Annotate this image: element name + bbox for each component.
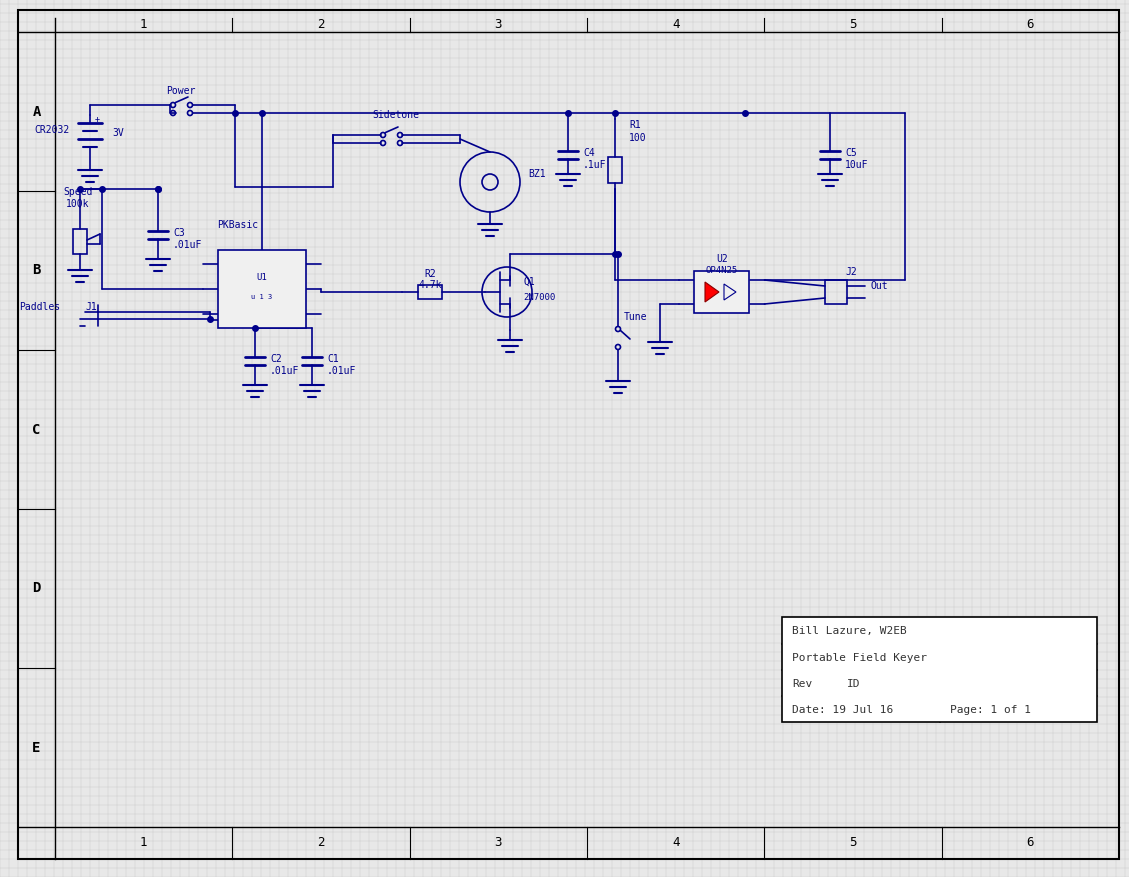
Polygon shape bbox=[704, 282, 719, 302]
Text: J1: J1 bbox=[85, 302, 97, 312]
Text: C4: C4 bbox=[583, 148, 595, 158]
Text: U2: U2 bbox=[716, 254, 728, 264]
Text: .01uF: .01uF bbox=[327, 366, 357, 376]
Text: Rev: Rev bbox=[793, 679, 812, 689]
Text: .01uF: .01uF bbox=[270, 366, 299, 376]
Bar bbox=[782, 617, 1097, 722]
Text: 10uF: 10uF bbox=[844, 160, 868, 170]
Text: CR2032: CR2032 bbox=[34, 125, 70, 135]
Text: Paddles: Paddles bbox=[19, 302, 60, 312]
Text: Portable Field Keyer: Portable Field Keyer bbox=[793, 653, 927, 663]
Text: D: D bbox=[33, 581, 41, 595]
Text: J2: J2 bbox=[844, 267, 857, 277]
Text: 4: 4 bbox=[672, 18, 680, 32]
Bar bbox=[609, 157, 622, 183]
Text: 1: 1 bbox=[140, 18, 148, 32]
Text: 2: 2 bbox=[317, 18, 325, 32]
Text: C5: C5 bbox=[844, 148, 857, 158]
Text: 3V: 3V bbox=[112, 128, 124, 138]
Text: R2: R2 bbox=[425, 269, 436, 279]
Text: Speed: Speed bbox=[63, 187, 93, 197]
Text: B: B bbox=[33, 263, 41, 277]
Bar bbox=[218, 250, 306, 328]
Text: 100k: 100k bbox=[67, 199, 89, 209]
Text: 5: 5 bbox=[849, 18, 857, 32]
Text: R1: R1 bbox=[629, 120, 641, 130]
Text: 5: 5 bbox=[849, 837, 857, 850]
Text: 4: 4 bbox=[672, 837, 680, 850]
Text: E: E bbox=[33, 740, 41, 754]
Text: ID: ID bbox=[847, 679, 860, 689]
Text: .1uF: .1uF bbox=[583, 160, 606, 170]
Text: BZ1: BZ1 bbox=[528, 169, 545, 179]
Text: 3: 3 bbox=[495, 18, 502, 32]
Text: 100: 100 bbox=[629, 133, 647, 143]
Text: 1: 1 bbox=[140, 837, 148, 850]
Text: C3: C3 bbox=[173, 228, 185, 238]
Text: 6: 6 bbox=[1026, 18, 1034, 32]
Text: Out: Out bbox=[870, 281, 887, 291]
Text: Page: 1 of 1: Page: 1 of 1 bbox=[949, 705, 1031, 715]
Text: U1: U1 bbox=[256, 273, 268, 282]
Text: C2: C2 bbox=[270, 354, 282, 364]
Bar bbox=[694, 271, 750, 313]
Text: .01uF: .01uF bbox=[173, 240, 202, 250]
Text: Sidetone: Sidetone bbox=[373, 110, 420, 120]
Text: u 1 3: u 1 3 bbox=[252, 294, 272, 300]
Bar bbox=[418, 285, 441, 299]
Text: C1: C1 bbox=[327, 354, 339, 364]
Text: A: A bbox=[33, 104, 41, 118]
Bar bbox=[825, 280, 847, 304]
Text: 2: 2 bbox=[317, 837, 325, 850]
Text: Date: 19 Jul 16: Date: 19 Jul 16 bbox=[793, 705, 893, 715]
Text: C: C bbox=[33, 423, 41, 437]
Text: Power: Power bbox=[166, 86, 195, 96]
Text: OP4N25: OP4N25 bbox=[706, 266, 738, 275]
Text: 6: 6 bbox=[1026, 837, 1034, 850]
Text: +: + bbox=[95, 115, 100, 124]
Text: 2N7000: 2N7000 bbox=[523, 293, 555, 302]
Text: Bill Lazure, W2EB: Bill Lazure, W2EB bbox=[793, 626, 907, 636]
Text: PKBasic: PKBasic bbox=[218, 220, 259, 230]
Text: 4.7k: 4.7k bbox=[418, 280, 441, 290]
Text: 3: 3 bbox=[495, 837, 502, 850]
Text: Tune: Tune bbox=[624, 312, 648, 322]
Text: Q1: Q1 bbox=[523, 277, 535, 287]
Bar bbox=[73, 229, 87, 254]
